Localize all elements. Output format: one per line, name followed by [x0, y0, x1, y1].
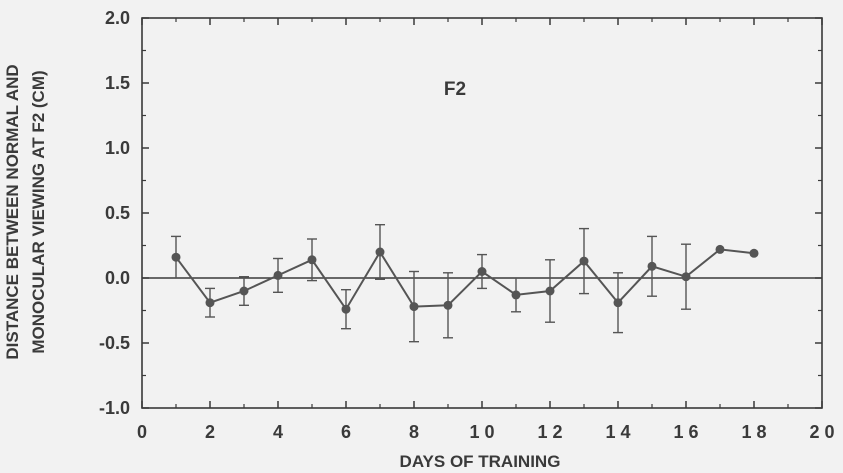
plot-frame	[141, 17, 823, 409]
data-point	[171, 252, 181, 262]
data-point	[579, 256, 589, 266]
x-tick-label: 4	[273, 422, 283, 442]
x-tick-label: 2	[205, 422, 215, 442]
x-axis-title: DAYS OF TRAINING	[400, 452, 561, 471]
x-tick-label: 1 6	[673, 422, 698, 442]
y-tick-label: 0.5	[105, 203, 130, 223]
data-point	[239, 286, 249, 296]
series-line	[175, 248, 755, 312]
y-tick-label: -0.5	[99, 333, 130, 353]
data-point	[205, 298, 215, 308]
data-point	[715, 244, 725, 254]
chart-annotation: F2	[444, 79, 466, 100]
data-point	[443, 300, 453, 310]
data-point	[409, 302, 419, 312]
data-point	[511, 290, 521, 300]
data-point	[545, 286, 555, 296]
data-point	[341, 304, 351, 314]
y-tick-label: 1.0	[105, 138, 130, 158]
x-tick-label: 1 4	[605, 422, 630, 442]
y-tick-label: -1.0	[99, 398, 130, 418]
data-point	[477, 267, 487, 276]
x-tick-label: 6	[341, 422, 351, 442]
x-tick-label: 1 0	[469, 422, 494, 442]
data-point	[613, 298, 623, 308]
x-tick-label: 0	[137, 422, 147, 442]
data-point	[307, 255, 317, 265]
x-tick-label: 1 8	[741, 422, 766, 442]
y-axis-title: DISTANCE BETWEEN NORMAL AND MONOCULAR VI…	[3, 64, 48, 359]
y-tick-label: 1.5	[105, 73, 130, 93]
data-point	[375, 247, 385, 257]
y-tick-label: 0.0	[105, 268, 130, 288]
y-tick-label: 2.0	[105, 8, 130, 28]
data-point	[273, 270, 283, 280]
x-tick-label: 2 0	[809, 422, 834, 442]
y-axis-title-line-2: MONOCULAR VIEWING AT F2 (CM)	[29, 70, 48, 353]
x-tick-label: 1 2	[537, 422, 562, 442]
x-tick-label: 8	[409, 422, 419, 442]
y-axis-title-line-1: DISTANCE BETWEEN NORMAL AND	[3, 64, 22, 359]
data-point	[749, 248, 759, 258]
data-point	[681, 272, 691, 282]
data-point	[647, 261, 657, 271]
